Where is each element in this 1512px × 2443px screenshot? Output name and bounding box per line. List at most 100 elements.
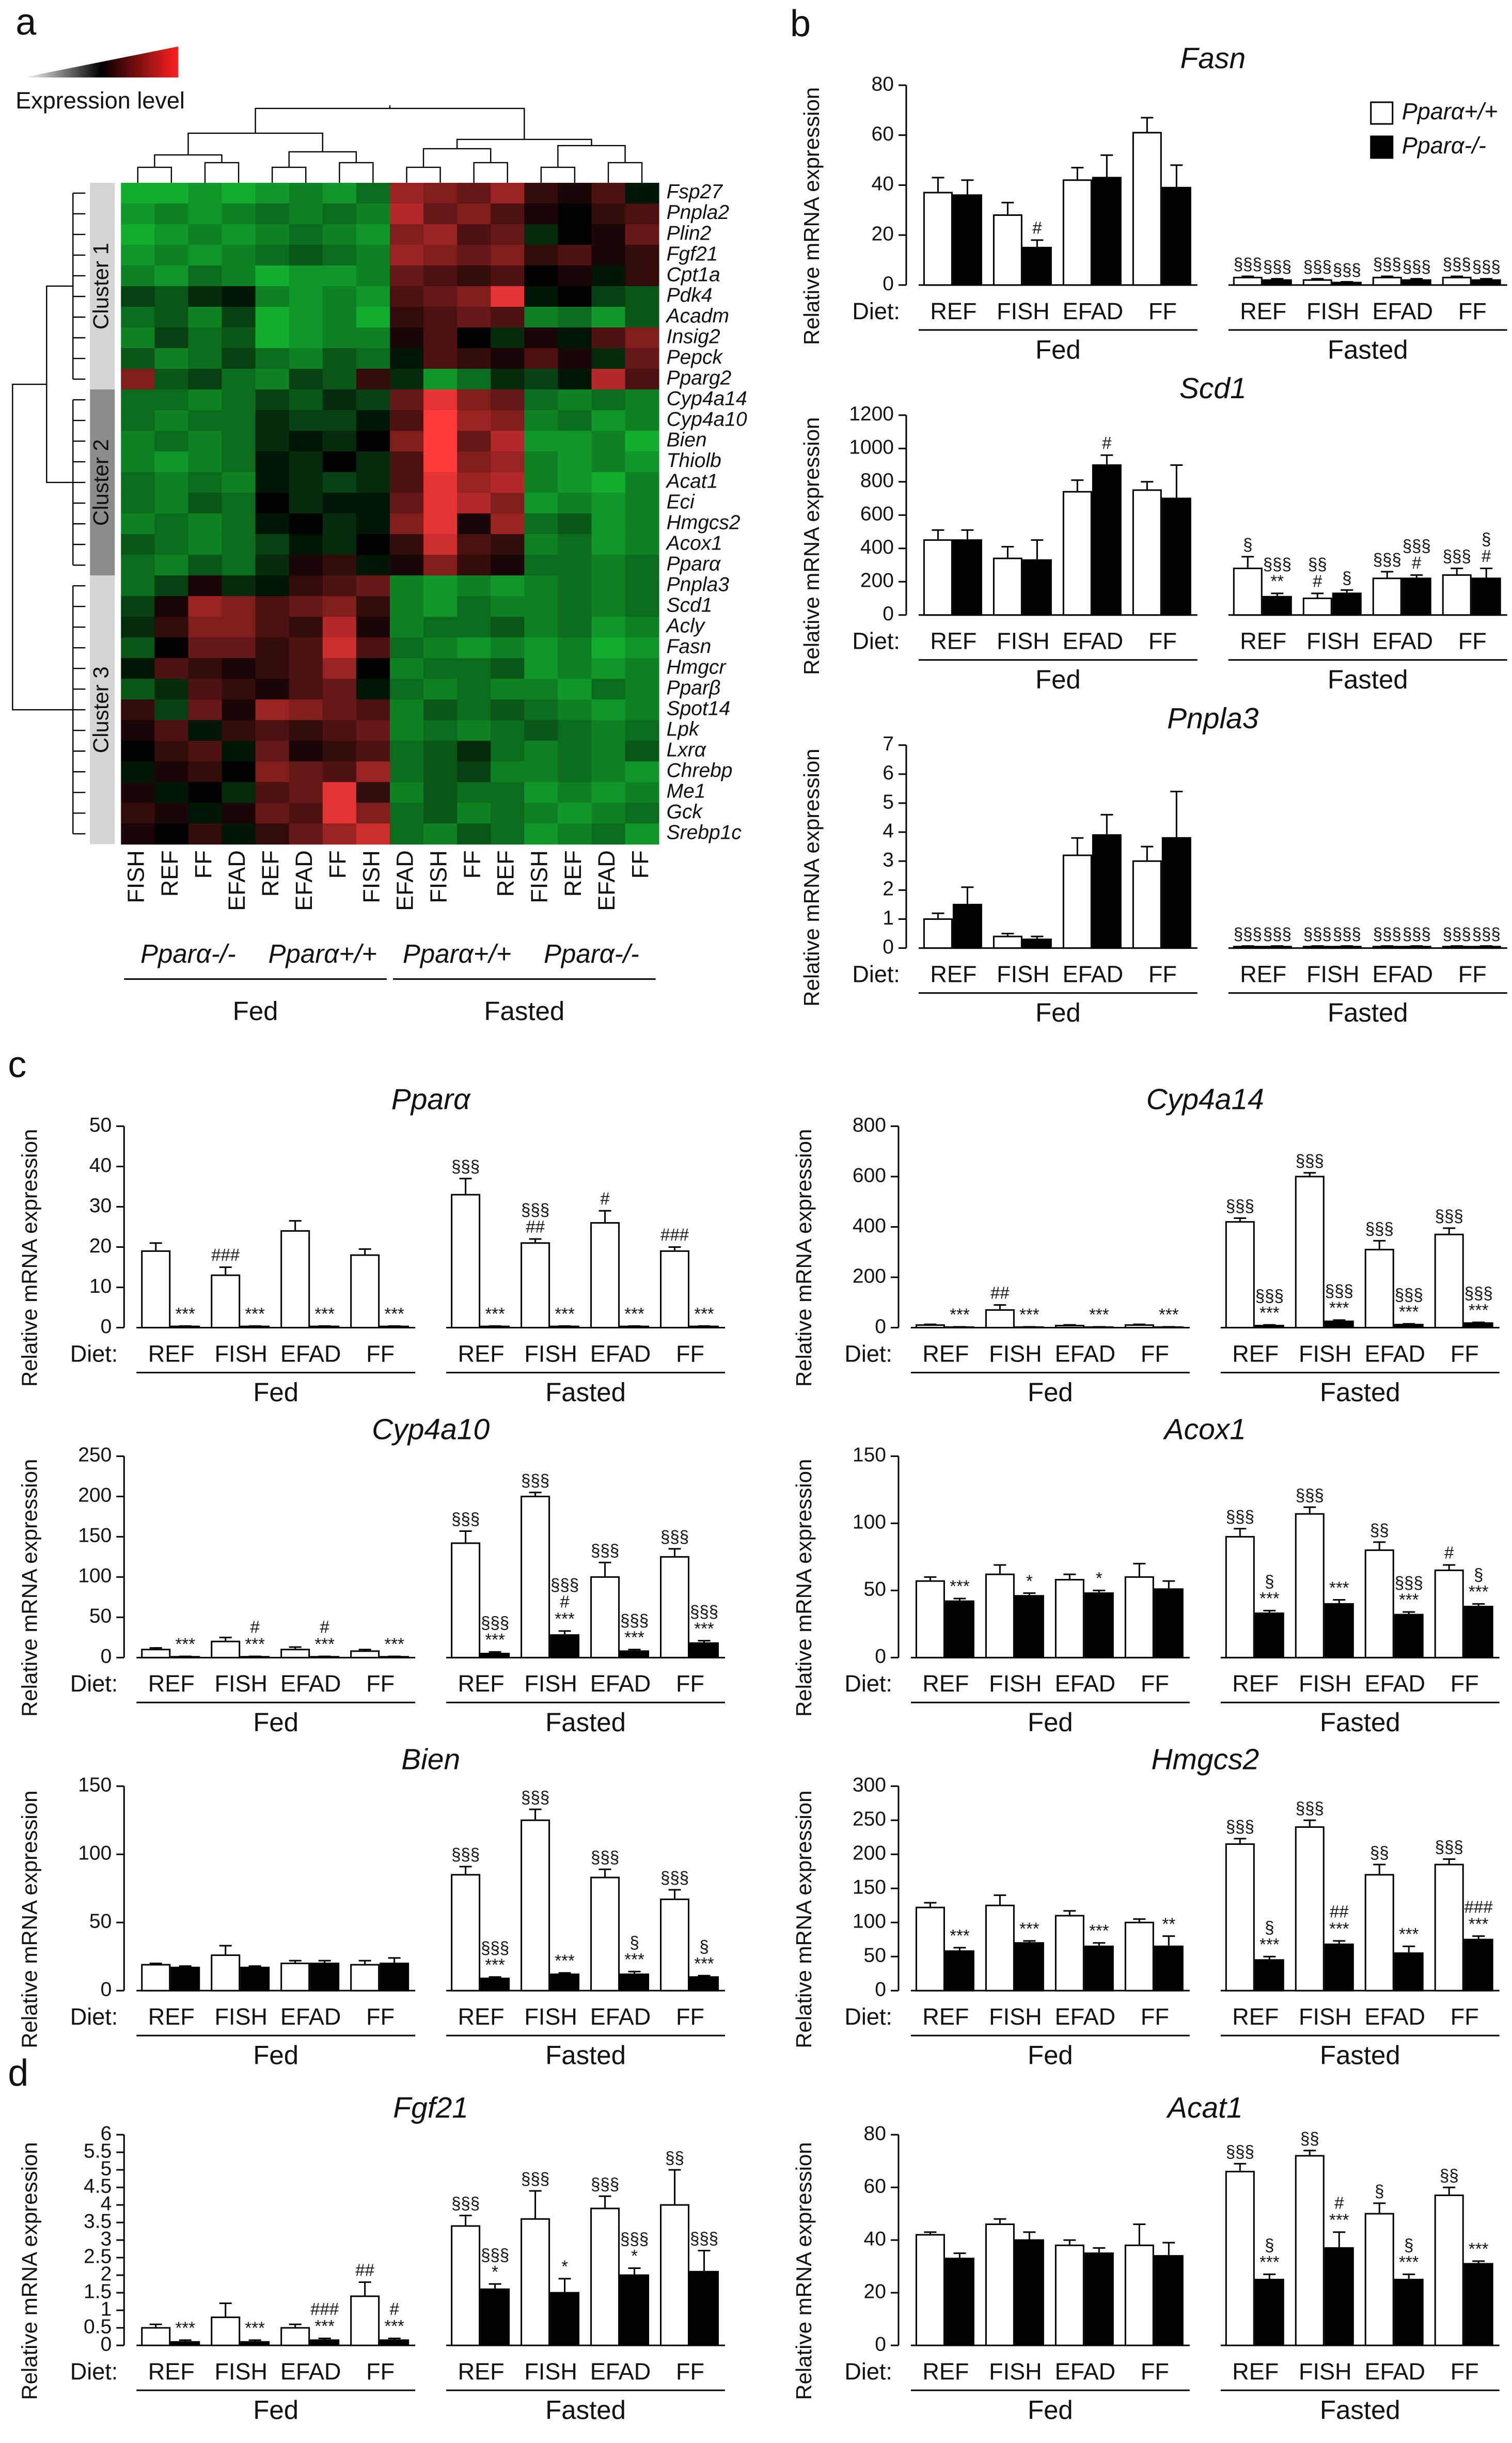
bar [1401, 279, 1431, 286]
heatmap-cell [121, 389, 155, 411]
heatmap-cell [222, 720, 256, 742]
y-tick-label: 200 [853, 1842, 886, 1865]
heatmap-cell [322, 741, 357, 762]
heatmap-cell [558, 803, 592, 824]
heatmap-cell [457, 224, 492, 245]
heatmap-cell [154, 741, 189, 762]
heatmap-cell [121, 493, 155, 514]
group-label: Fasted [545, 1377, 626, 1407]
bar [689, 1642, 719, 1658]
bar [923, 192, 953, 286]
bar [280, 1230, 310, 1328]
y-tick-label: 4 [101, 2193, 112, 2215]
heatmap-cell [188, 265, 223, 287]
significance-label: §§§ [1226, 1196, 1254, 1215]
heatmap-cell [356, 534, 390, 556]
heatmap-cell [558, 451, 592, 473]
heatmap-cell [457, 534, 492, 556]
genotype-label: Pparα+/+ [269, 939, 377, 968]
bar [380, 1325, 410, 1328]
heatmap-cell [625, 410, 659, 431]
heatmap-cell [457, 782, 492, 804]
bar [993, 557, 1022, 616]
heatmap-cell [591, 637, 626, 659]
bar [1324, 1320, 1354, 1328]
heatmap-cell [289, 265, 323, 287]
heatmap-cell [255, 451, 290, 473]
y-tick-label: 3.5 [84, 2210, 112, 2232]
x-tick-label: EFAD [590, 2358, 651, 2385]
y-tick-label: 150 [853, 1876, 886, 1899]
gene-label: Fgf21 [667, 243, 718, 265]
heatmap-cell [121, 203, 155, 225]
y-tick-label: 0.5 [84, 2315, 112, 2338]
bar [521, 1819, 550, 1992]
significance-label: §§§ [550, 1575, 579, 1594]
heatmap-cell [188, 306, 223, 328]
heatmap-cell [154, 513, 189, 535]
heatmap-cell [389, 327, 424, 349]
significance-label: §§§ [451, 2194, 480, 2213]
heatmap-cell [289, 224, 323, 245]
significance-label: # [389, 2299, 399, 2319]
heatmap-cell [154, 596, 189, 618]
group-label: Fasted [545, 2395, 626, 2424]
significance-label: # [1102, 433, 1112, 452]
y-tick-label: 20 [864, 2280, 886, 2303]
column-label: FISH [123, 850, 149, 903]
heatmap-cell [423, 720, 458, 742]
y-tick-label: 4.5 [84, 2175, 112, 2197]
heatmap-cell [558, 617, 592, 638]
significance-label: *** [1089, 1305, 1109, 1324]
heatmap-cell [222, 699, 256, 721]
heatmap-cell [154, 327, 189, 349]
y-tick-label: 150 [78, 1525, 112, 1547]
heatmap-cell [457, 389, 492, 411]
heatmap-cell [491, 658, 525, 680]
heatmap-cell [322, 451, 357, 473]
heatmap-cell [491, 761, 525, 783]
bar [350, 1254, 380, 1328]
heatmap-cell [222, 679, 256, 700]
significance-label: *** [314, 2316, 335, 2336]
heatmap-cell [255, 803, 290, 824]
significance-label: § [699, 1937, 708, 1956]
significance-label: *** [950, 1305, 970, 1324]
bar [521, 1495, 550, 1658]
chart-title: Cyp4a10 [372, 1413, 490, 1446]
group-label: Fasted [1328, 335, 1408, 364]
heatmap-cell [188, 823, 223, 845]
bar [1463, 2263, 1493, 2346]
x-tick-label: REF [458, 2358, 505, 2385]
heatmap-cell [524, 699, 559, 721]
heatmap-cell [289, 761, 323, 783]
heatmap-cell [558, 431, 592, 452]
legend-swatch [1370, 135, 1394, 159]
gene-label: Pparα [667, 553, 721, 575]
x-tick-label: EFAD [1372, 961, 1433, 987]
heatmap-cell [255, 720, 290, 742]
x-tick-label: EFAD [1364, 2003, 1425, 2030]
heatmap-cell [255, 741, 290, 762]
heatmap-cell [558, 699, 592, 721]
heatmap-cell [625, 720, 659, 742]
heatmap-cell [491, 720, 525, 742]
significance-label: *** [1399, 1590, 1419, 1609]
group-label: Fed [1035, 998, 1081, 1027]
y-tick-label: 600 [860, 503, 894, 525]
significance-label: ** [1270, 572, 1284, 591]
significance-label: *** [1259, 1303, 1280, 1322]
significance-label: §§§ [1435, 1207, 1463, 1226]
y-axis-label: Relative mRNA expression [17, 1459, 41, 1717]
heatmap-cell [255, 244, 290, 266]
column-dendrogram [137, 105, 643, 183]
bar [451, 2225, 481, 2346]
heatmap-cell [591, 596, 626, 618]
x-tick-label: EFAD [280, 1670, 341, 1697]
gene-label: Acat1 [666, 470, 718, 492]
genotype-label: Pparα-/- [140, 939, 236, 968]
heatmap-cell [154, 203, 189, 225]
heatmap-cell [423, 596, 458, 618]
group-label: Fasted [1328, 998, 1408, 1027]
cluster-bar [90, 389, 115, 576]
